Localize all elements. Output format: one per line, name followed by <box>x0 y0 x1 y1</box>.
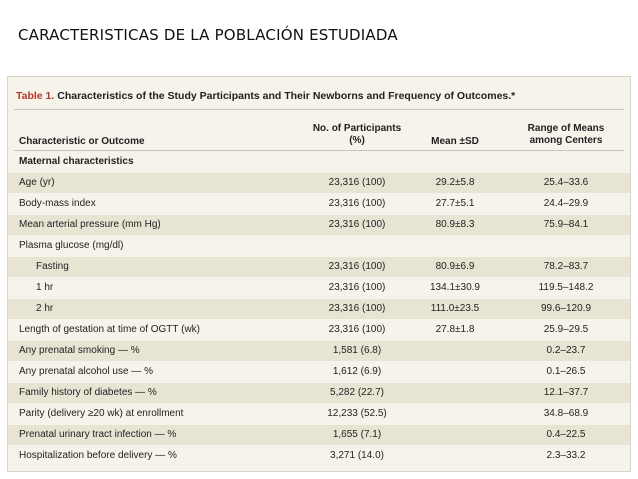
row-participants: 23,316 (100) <box>328 303 386 314</box>
row-mean-sd: 80.9±6.9 <box>435 261 475 272</box>
table-row: Maternal characteristics <box>8 152 630 172</box>
row-participants: 3,271 (14.0) <box>330 450 384 461</box>
caption-divider <box>14 109 624 110</box>
header-participants: No. of Participants (%) <box>308 123 406 147</box>
row-mean-sd: 134.1±30.9 <box>430 282 480 293</box>
row-label: Parity (delivery ≥20 wk) at enrollment <box>19 408 184 419</box>
row-range: 0.1–26.5 <box>546 366 586 377</box>
table-row: 1 hr 23,316 (100) 134.1±30.9 119.5–148.2 <box>8 278 630 298</box>
header-mean: Mean ±SD <box>431 136 479 147</box>
outcomes-table: Table 1. Characteristics of the Study Pa… <box>7 76 631 472</box>
row-label: Any prenatal smoking — % <box>19 345 140 356</box>
row-mean-sd: 80.9±8.3 <box>435 219 475 230</box>
row-mean-sd: 111.0±23.5 <box>430 303 480 314</box>
row-range: 99.6–120.9 <box>540 303 592 314</box>
header-range: Range of Means among Centers <box>521 123 611 147</box>
row-range: 25.4–33.6 <box>543 177 589 188</box>
row-label: Any prenatal alcohol use — % <box>19 366 153 377</box>
header-participants-line2: (%) <box>349 135 365 146</box>
row-label: Family history of diabetes — % <box>19 387 157 398</box>
row-label: Body-mass index <box>19 198 96 209</box>
row-participants: 23,316 (100) <box>328 324 386 335</box>
row-label: Plasma glucose (mg/dl) <box>19 240 124 251</box>
table-row: Parity (delivery ≥20 wk) at enrollment 12… <box>8 404 630 424</box>
row-label: Length of gestation at time of OGTT (wk) <box>19 324 201 335</box>
row-label: Prenatal urinary tract infection — % <box>19 429 177 440</box>
slide-title: CARACTERISTICAS DE LA POBLACIÓN ESTUDIAD… <box>18 26 398 44</box>
table-header: Characteristic or Outcome No. of Partici… <box>8 113 630 155</box>
table-row: 2 hr 23,316 (100) 111.0±23.5 99.6–120.9 <box>8 299 630 319</box>
row-participants: 23,316 (100) <box>328 219 386 230</box>
row-range: 0.4–22.5 <box>546 429 586 440</box>
row-range: 12.1–37.7 <box>543 387 589 398</box>
table-caption-text: Characteristics of the Study Participant… <box>57 90 516 102</box>
row-label: Mean arterial pressure (mm Hg) <box>19 219 161 230</box>
table-row: Mean arterial pressure (mm Hg) 23,316 (10… <box>8 215 630 235</box>
table-row: Any prenatal smoking — % 1,581 (6.8) 0.2–2… <box>8 341 630 361</box>
row-mean-sd: 29.2±5.8 <box>435 177 475 188</box>
row-range: 34.8–68.9 <box>543 408 589 419</box>
row-range: 25.9–29.5 <box>543 324 589 335</box>
row-participants: 23,316 (100) <box>328 198 386 209</box>
row-participants: 23,316 (100) <box>328 177 386 188</box>
header-range-line2: among Centers <box>529 135 603 146</box>
row-label: Hospitalization before delivery — % <box>19 450 177 461</box>
header-characteristic: Characteristic or Outcome <box>19 136 145 147</box>
row-range: 0.2–23.7 <box>546 345 586 356</box>
row-label: Maternal characteristics <box>19 156 134 167</box>
row-participants: 1,612 (6.9) <box>332 366 382 377</box>
table-row: Length of gestation at time of OGTT (wk)… <box>8 320 630 340</box>
table-row: Body-mass index 23,316 (100) 27.7±5.1 24.4–… <box>8 194 630 214</box>
row-range: 119.5–148.2 <box>538 282 594 293</box>
table-row: Hospitalization before delivery — % 3,271… <box>8 446 630 466</box>
row-range: 24.4–29.9 <box>543 198 589 209</box>
header-range-line1: Range of Means <box>527 123 605 134</box>
table-number: Table 1. <box>16 90 55 102</box>
row-participants: 5,282 (22.7) <box>330 387 384 398</box>
row-label: 2 hr <box>36 303 54 314</box>
row-range: 78.2–83.7 <box>543 261 589 272</box>
header-divider <box>14 150 624 151</box>
table-row: Fasting 23,316 (100) 80.9±6.9 78.2–83.7 <box>8 257 630 277</box>
table-caption: Table 1. Characteristics of the Study Pa… <box>16 90 515 102</box>
row-participants: 12,233 (52.5) <box>327 408 387 419</box>
table-row: Age (yr) 23,316 (100) 29.2±5.8 25.4–33.6 <box>8 173 630 193</box>
row-participants: 23,316 (100) <box>328 282 386 293</box>
row-participants: 1,655 (7.1) <box>332 429 382 440</box>
header-participants-line1: No. of Participants <box>312 123 402 134</box>
table-row: Any prenatal alcohol use — % 1,612 (6.9) 0… <box>8 362 630 382</box>
row-range: 75.9–84.1 <box>543 219 589 230</box>
row-mean-sd: 27.8±1.8 <box>435 324 475 335</box>
row-label: Age (yr) <box>19 177 55 188</box>
table-row: Family history of diabetes — % 5,282 (22.… <box>8 383 630 403</box>
row-participants: 1,581 (6.8) <box>332 345 382 356</box>
row-label: 1 hr <box>36 282 54 293</box>
row-label: Fasting <box>36 261 69 272</box>
row-participants: 23,316 (100) <box>328 261 386 272</box>
row-mean-sd: 27.7±5.1 <box>435 198 475 209</box>
row-range: 2.3–33.2 <box>546 450 586 461</box>
table-row: Plasma glucose (mg/dl) <box>8 236 630 256</box>
table-row: Prenatal urinary tract infection — % 1,65… <box>8 425 630 445</box>
